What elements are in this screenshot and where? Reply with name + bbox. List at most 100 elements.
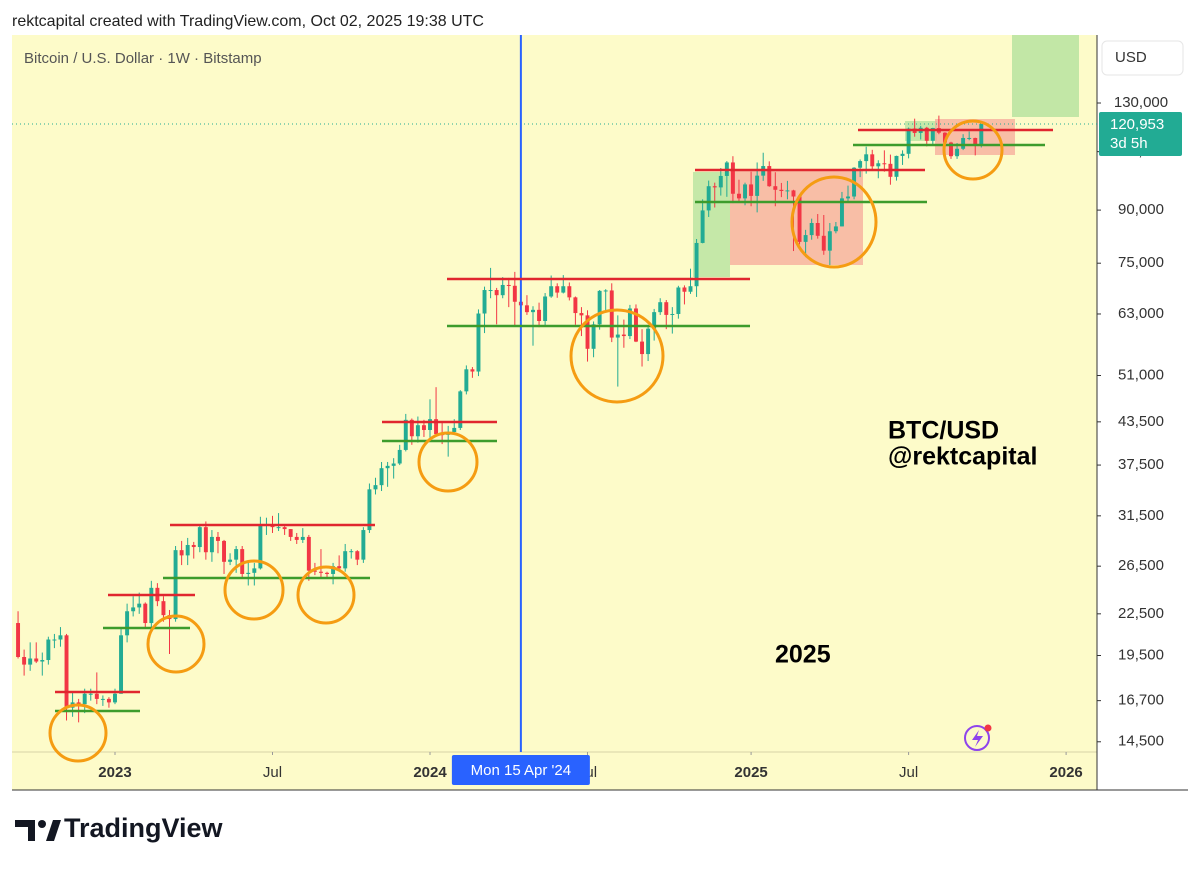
candle-body [16,623,21,657]
candle-body [252,568,257,573]
currency-label: USD [1115,49,1147,66]
highlight-circle [296,565,356,625]
candle-body [627,308,632,337]
candle-body [222,540,227,562]
candle-body [143,603,148,624]
candle-body [900,153,905,156]
candle-body [458,391,463,428]
candle-body [331,566,336,574]
candle-body [22,656,27,665]
x-tick-label: Jul [263,764,282,781]
candle-body [549,286,554,297]
candle-body [173,550,178,620]
candle-body [876,163,881,167]
candle-body [149,587,154,624]
candle-body [670,313,675,315]
candle-body [652,312,657,329]
candle-body [621,334,626,337]
annotation: @rektcapital [888,443,1037,471]
candle-body [846,196,850,199]
candle-body [28,658,33,665]
candle-body [318,571,323,573]
green-box [1012,35,1079,117]
candle-body [452,427,457,433]
candle-body [797,196,802,242]
candle-body [615,334,620,338]
candle-body [524,305,529,313]
candle-body [434,419,439,435]
currency-button[interactable] [1101,40,1184,76]
x-tick-label: 2023 [98,764,131,781]
highlight-circle [417,431,479,493]
y-tick-label: 43,500 [1118,413,1164,430]
candle-body [609,290,614,338]
candle-body [197,527,202,548]
candle-body [603,290,608,292]
candle-body [839,198,844,227]
candle-body [58,635,63,640]
countdown-label: 3d 5h [1110,135,1148,152]
candle-body [736,193,741,199]
logo [15,820,61,841]
candle-body [767,166,772,187]
candle-body [234,549,239,560]
candle-body [815,223,820,236]
candle-body [730,162,735,194]
highlight-circle [942,119,1004,181]
brand-name: TradingView [64,813,224,843]
candle-body [882,163,887,165]
chart-title: Bitcoin / U.S. Dollar · 1W · Bitstamp [24,50,262,67]
candle-body [858,161,863,168]
candle-body [979,124,984,146]
candle-body [488,290,493,292]
highlight-circle [790,175,878,269]
x-tick-label: Jul [899,764,918,781]
candle-body [203,527,208,553]
candle-body [46,639,51,661]
candle-body [494,290,499,296]
highlight-circle [569,308,665,404]
candle-body [385,465,390,469]
candle-body [325,572,329,574]
candle-body [585,315,590,349]
candle-body [743,184,747,199]
candle-body [561,286,566,293]
candle-body [113,693,117,703]
candle-body [294,536,299,540]
candle-body [809,223,814,236]
candle-body [464,369,469,392]
candle-body [827,231,832,251]
y-tick-label: 16,700 [1118,692,1164,709]
candle-body [34,658,39,662]
candle-body [391,463,396,466]
candle-body [119,635,124,694]
y-tick-label: 31,500 [1118,507,1164,524]
x-tick-label: 2026 [1049,764,1082,781]
candle-body [240,549,245,574]
candle-body [658,302,663,313]
highlight-circle [223,559,285,621]
candle-body [179,550,184,556]
candle-body [343,551,348,569]
annotation: 2025 [775,641,831,669]
candle-body [161,601,166,616]
candle-body [579,313,584,316]
candle-body [82,693,87,705]
candle-body [428,419,432,430]
candle-body [942,132,947,143]
candle-body [258,525,263,569]
candle-body [531,309,535,313]
candle-body [694,242,699,287]
candle-body [930,128,935,141]
overlay-drawings [48,119,1053,763]
candle-body [52,639,57,641]
candle-body [409,419,414,437]
header-text: rektcapital created with TradingView.com… [12,13,484,30]
candle-body [924,127,929,141]
candle-body [306,536,311,571]
candle-body [640,341,645,355]
candle-body [949,142,953,157]
candle-body [712,186,717,188]
candle-body [700,210,705,243]
